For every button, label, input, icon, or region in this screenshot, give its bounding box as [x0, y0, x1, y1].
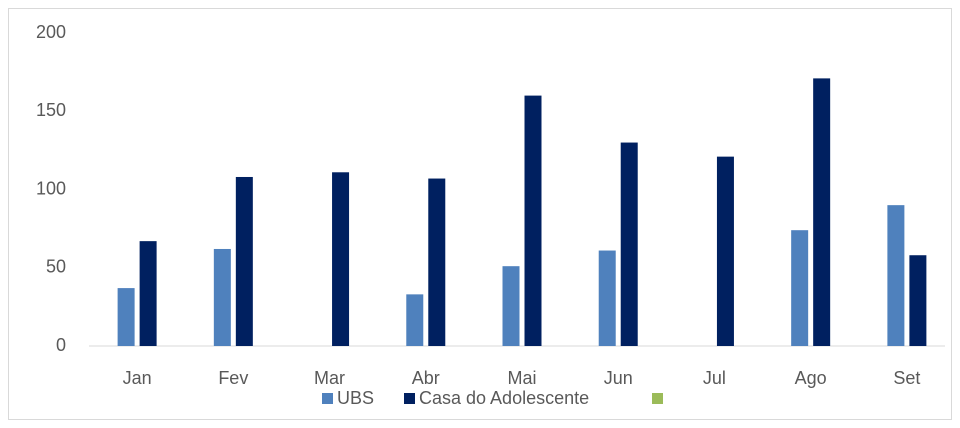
legend-label: Casa do Adolescente [419, 388, 589, 408]
y-tick-label: 150 [36, 100, 66, 120]
y-tick-label: 50 [46, 257, 66, 277]
legend-swatch [404, 393, 415, 404]
y-tick-label: 200 [36, 22, 66, 42]
bar [620, 142, 638, 346]
x-tick-label: Mai [507, 368, 536, 388]
y-tick-label: 100 [36, 178, 66, 198]
bar [791, 230, 809, 346]
x-tick-label: Set [893, 368, 920, 388]
bar [909, 255, 927, 346]
chart-frame [8, 8, 952, 420]
x-tick-label: Jun [604, 368, 633, 388]
x-tick-label: Jul [703, 368, 726, 388]
x-tick-label: Fev [218, 368, 248, 388]
legend-label: UBS [337, 388, 374, 408]
bar [332, 172, 350, 346]
x-tick-label: Mar [314, 368, 345, 388]
bar [213, 248, 231, 346]
bar [887, 205, 905, 346]
bar [716, 156, 734, 346]
bar [502, 266, 520, 346]
bar [813, 78, 831, 346]
bar [406, 294, 424, 346]
x-tick-label: Abr [412, 368, 440, 388]
bar [598, 250, 616, 346]
bar [139, 241, 157, 346]
bar [235, 176, 253, 346]
x-tick-label: Ago [795, 368, 827, 388]
x-tick-label: Jan [123, 368, 152, 388]
y-tick-label: 0 [56, 335, 66, 355]
legend-swatch [322, 393, 333, 404]
bar [117, 288, 135, 346]
bar [524, 95, 542, 346]
legend-swatch [652, 393, 663, 404]
bar [428, 178, 446, 346]
